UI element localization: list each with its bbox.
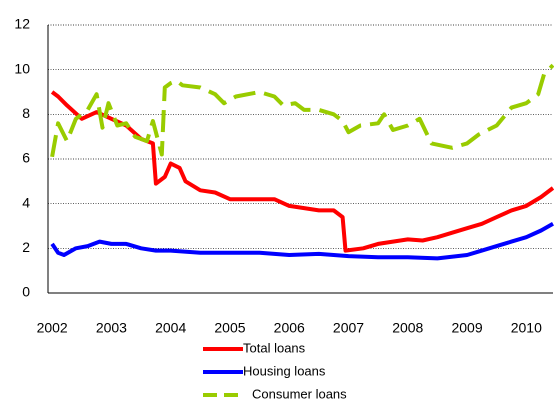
y-tick-label: 4 [22, 194, 30, 210]
x-tick-label: 2010 [511, 320, 542, 336]
x-tick-label: 2003 [96, 320, 127, 336]
y-tick-label: 12 [14, 16, 30, 32]
y-tick-label: 0 [22, 284, 30, 300]
x-tick-label: 2005 [214, 320, 245, 336]
legend-label: Housing loans [243, 363, 326, 378]
x-tick-label: 2002 [37, 320, 68, 336]
series-line [50, 90, 554, 253]
y-tick-label: 6 [22, 150, 30, 166]
series-line [50, 222, 554, 261]
x-tick-label: 2006 [274, 320, 305, 336]
legend-label: Consumer loans [252, 386, 347, 401]
x-tick-label: 2007 [333, 320, 364, 336]
y-tick-label: 2 [22, 239, 30, 255]
y-tick-label: 10 [14, 60, 30, 76]
legend-label: Total loans [243, 340, 306, 355]
y-tick-label: 8 [22, 105, 30, 121]
series-line [50, 63, 554, 158]
x-tick-label: 2004 [155, 320, 186, 336]
x-tick-label: 2009 [451, 320, 482, 336]
x-tick-label: 2008 [392, 320, 423, 336]
